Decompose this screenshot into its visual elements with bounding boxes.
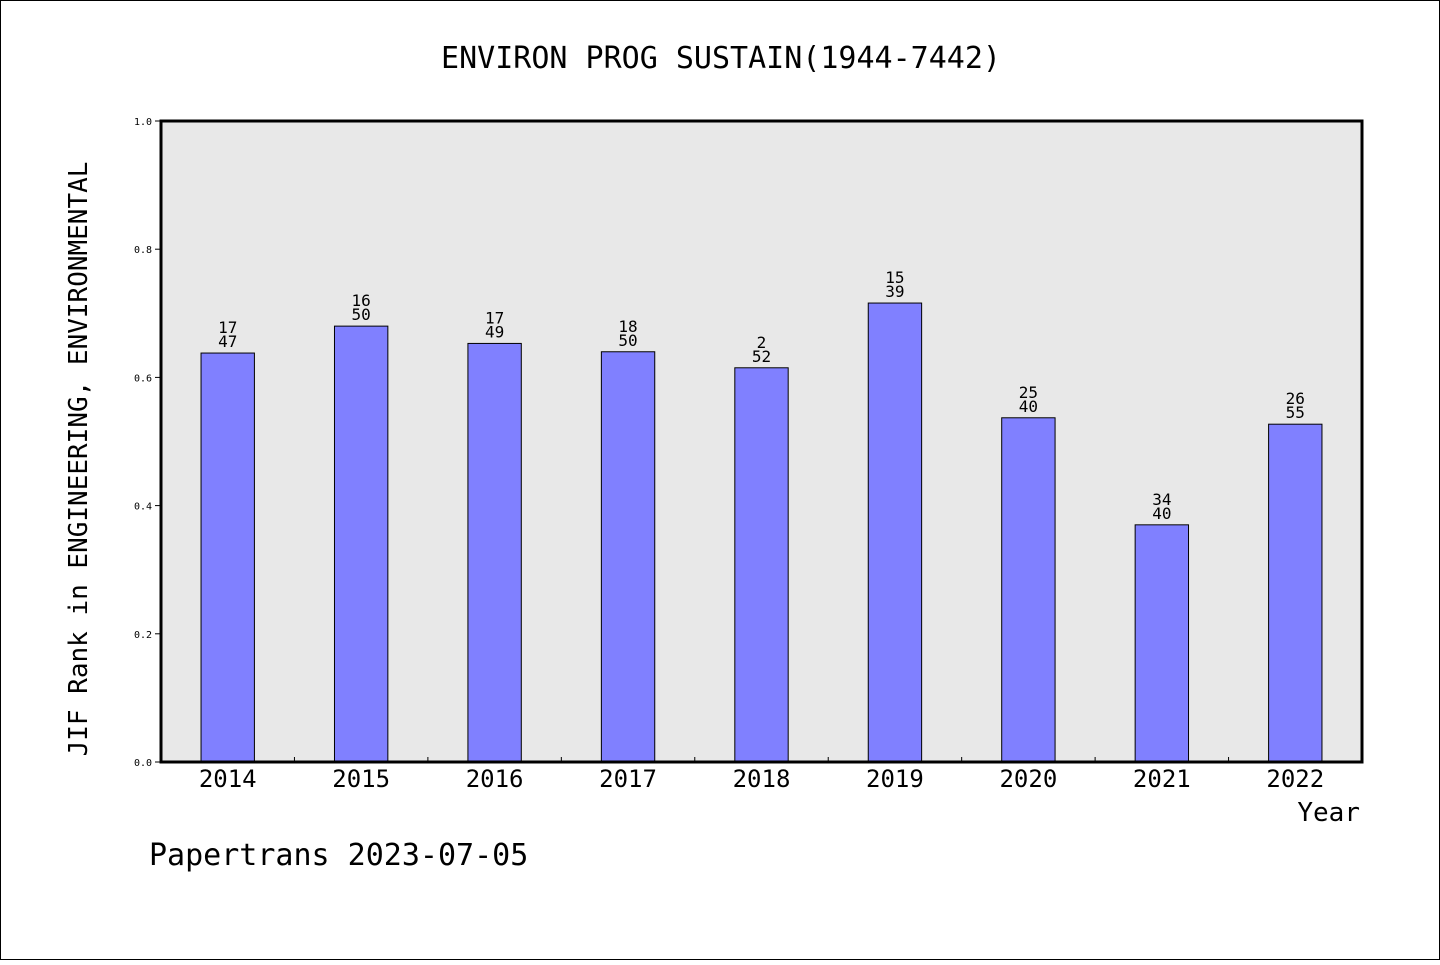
bar-label-rank: 17 [485,308,504,327]
bar-label-rank: 16 [352,291,371,310]
x-axis: 2014 2015 2016 2017 2018 2019 2020 2021 2022 [199,757,1324,793]
bar-label-rank: 2 [757,333,767,352]
bar-label-total: 39 [885,282,904,301]
bar-2017 [600,351,656,763]
bar-2021 [1134,524,1190,763]
bar-label-total: 47 [218,332,237,351]
bar-label-rank: 26 [1286,389,1305,408]
bar-label-rank: 18 [618,317,637,336]
x-tick-label: 2020 [999,765,1057,793]
x-tick-label: 2016 [466,765,524,793]
bar-2015 [333,325,389,763]
bar-label-rank: 17 [218,318,237,337]
x-tick-label: 2022 [1266,765,1324,793]
bar-2014 [200,352,255,763]
plot-border [159,119,1364,764]
bar-label-total: 49 [485,322,504,341]
x-axis-label: Year [1297,798,1360,828]
x-tick-label: 2015 [332,765,390,793]
y-axis-label: JIF Rank in ENGINEERING, ENVIRONMENTAL [64,162,94,757]
bar-label-rank: 15 [885,268,904,287]
bar-label-rank: 34 [1152,490,1171,509]
y-tick-label: 0.2 [134,630,152,641]
bar-2020 [1001,417,1056,763]
y-tick-label: 1.0 [134,117,152,128]
bar-label-total: 50 [618,331,637,350]
x-tick-label: 2017 [599,765,657,793]
bar-label-total: 50 [352,305,371,324]
bar-label-total: 40 [1152,504,1171,523]
bar-2019 [867,302,923,763]
y-tick-label: 0.8 [134,245,152,256]
x-tick-label: 2019 [866,765,924,793]
y-tick-label: 0.0 [134,758,152,769]
bar-label-total: 55 [1286,403,1305,422]
footer-credit: Papertrans 2023-07-05 [149,838,528,873]
bar-label-total: 40 [1019,397,1038,416]
y-axis: 0.0 0.2 0.4 0.6 0.8 1.0 [134,117,161,769]
bar-2022 [1268,423,1323,763]
bar-series [200,302,1323,763]
x-tick-label: 2018 [733,765,791,793]
chart-title: ENVIRON PROG SUSTAIN(1944-7442) [441,41,1001,76]
bar-label-total: 52 [752,347,771,366]
y-tick-label: 0.4 [134,502,152,513]
bar-2018 [734,367,789,763]
x-tick-label: 2014 [199,765,257,793]
x-tick-label: 2021 [1133,765,1191,793]
bar-label-rank: 25 [1019,383,1038,402]
bar-2016 [467,342,522,763]
y-tick-label: 0.6 [134,373,152,384]
